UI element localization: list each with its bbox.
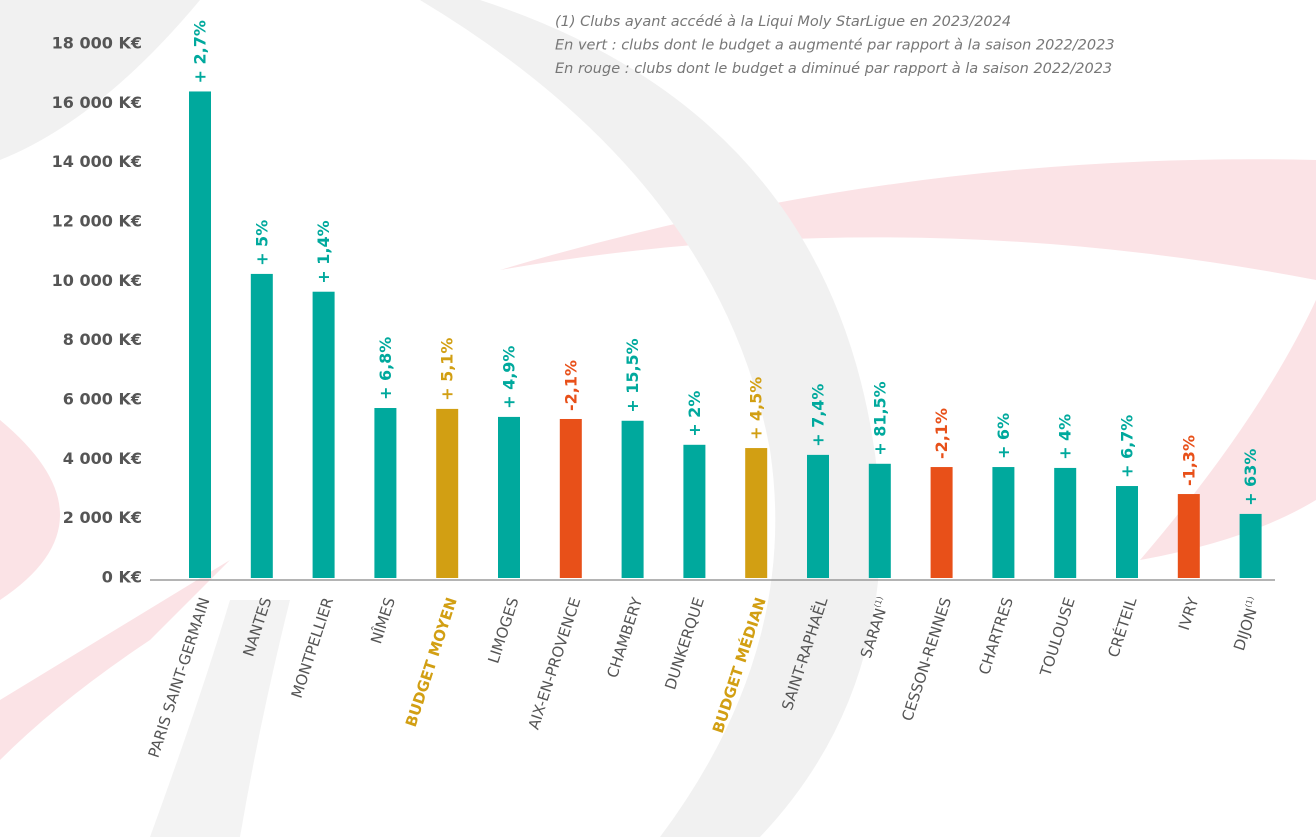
category-name: MONTPELLIER <box>287 595 336 700</box>
bar <box>868 463 891 578</box>
x-tick-label: DIJON(1) <box>1230 595 1264 653</box>
x-tick-label: MONTPELLIER <box>287 595 336 700</box>
bar <box>374 408 397 578</box>
x-tick-label: NÎMES <box>366 595 399 646</box>
y-tick-label: 10 000 K€ <box>52 271 142 290</box>
x-tick-label: BUDGET MOYEN <box>401 595 460 729</box>
change-label: -2,1% <box>932 408 951 459</box>
change-label: + 15,5% <box>623 338 642 412</box>
category-name: CHARTRES <box>975 595 1017 677</box>
y-tick-label: 16 000 K€ <box>52 93 142 112</box>
bar <box>807 454 829 578</box>
category-name: CRÉTEIL <box>1103 594 1140 659</box>
category-name: DUNKERQUE <box>661 595 708 692</box>
bar <box>250 273 273 578</box>
change-label: + 81,5% <box>870 381 889 455</box>
change-label: + 6,8% <box>376 337 395 400</box>
x-tick-label: CESSON-RENNES <box>898 595 955 723</box>
bar <box>436 408 459 578</box>
bar <box>621 420 644 578</box>
bar <box>1177 494 1200 578</box>
bar <box>559 418 582 578</box>
bar <box>1054 467 1077 578</box>
x-tick-label: IVRY <box>1174 594 1202 632</box>
change-label: + 2% <box>685 391 704 437</box>
x-tick-label: CHARTRES <box>975 595 1017 677</box>
note: En vert : clubs dont le budget a augment… <box>555 38 1115 54</box>
y-tick-label: 4 000 K€ <box>63 449 142 468</box>
change-label: + 2,7% <box>191 20 210 83</box>
bar <box>1116 486 1138 578</box>
change-label: + 4% <box>1056 414 1075 460</box>
change-label: + 4,5% <box>747 377 766 440</box>
x-tick-label: LIMOGES <box>484 595 522 665</box>
footnote-ref: (1) <box>1243 595 1255 609</box>
y-tick-label: 14 000 K€ <box>52 152 142 171</box>
x-tick-label: AIX-EN-PROVENCE <box>524 595 584 731</box>
category-name: TOULOUSE <box>1036 595 1079 679</box>
bar <box>189 91 211 578</box>
change-label: + 5,1% <box>438 338 457 401</box>
change-label: + 7,4% <box>809 384 828 447</box>
change-label: -2,1% <box>561 360 580 411</box>
change-label: + 63% <box>1241 449 1260 506</box>
change-label: + 1,4% <box>314 220 333 283</box>
y-tick-label: 8 000 K€ <box>63 330 142 349</box>
x-tick-label: TOULOUSE <box>1036 595 1079 679</box>
footnote-ref: (1) <box>872 595 884 609</box>
change-label: + 4,9% <box>500 346 519 409</box>
bar <box>312 291 335 578</box>
y-tick-label: 2 000 K€ <box>63 508 142 527</box>
category-name: LIMOGES <box>484 595 522 665</box>
category-name: IVRY <box>1174 594 1202 632</box>
category-name: CHAMBERY <box>603 594 646 680</box>
category-name: BUDGET MOYEN <box>401 595 460 729</box>
y-tick-label: 6 000 K€ <box>63 390 142 409</box>
change-label: + 6% <box>994 413 1013 459</box>
change-label: -1,3% <box>1179 435 1198 486</box>
note: (1) Clubs ayant accédé à la Liqui Moly S… <box>555 14 1011 30</box>
bar <box>1239 513 1262 578</box>
y-tick-label: 12 000 K€ <box>52 212 142 231</box>
x-tick-label: CHAMBERY <box>603 594 646 680</box>
note: En rouge : clubs dont le budget a diminu… <box>555 61 1112 77</box>
category-name: AIX-EN-PROVENCE <box>524 595 584 731</box>
category-name: DIJON <box>1230 606 1261 653</box>
x-tick-label: CRÉTEIL <box>1103 594 1140 659</box>
y-tick-label: 0 K€ <box>102 568 142 587</box>
change-label: + 6,7% <box>1118 415 1137 478</box>
bar <box>992 467 1015 578</box>
y-tick-label: 18 000 K€ <box>52 34 142 53</box>
x-tick-label: DUNKERQUE <box>661 595 708 692</box>
bar <box>930 467 953 578</box>
category-name: CESSON-RENNES <box>898 595 955 723</box>
change-label: + 5% <box>252 220 271 266</box>
category-name: NÎMES <box>366 595 399 646</box>
bar <box>683 444 706 578</box>
bar <box>745 448 768 578</box>
bar <box>498 416 520 578</box>
